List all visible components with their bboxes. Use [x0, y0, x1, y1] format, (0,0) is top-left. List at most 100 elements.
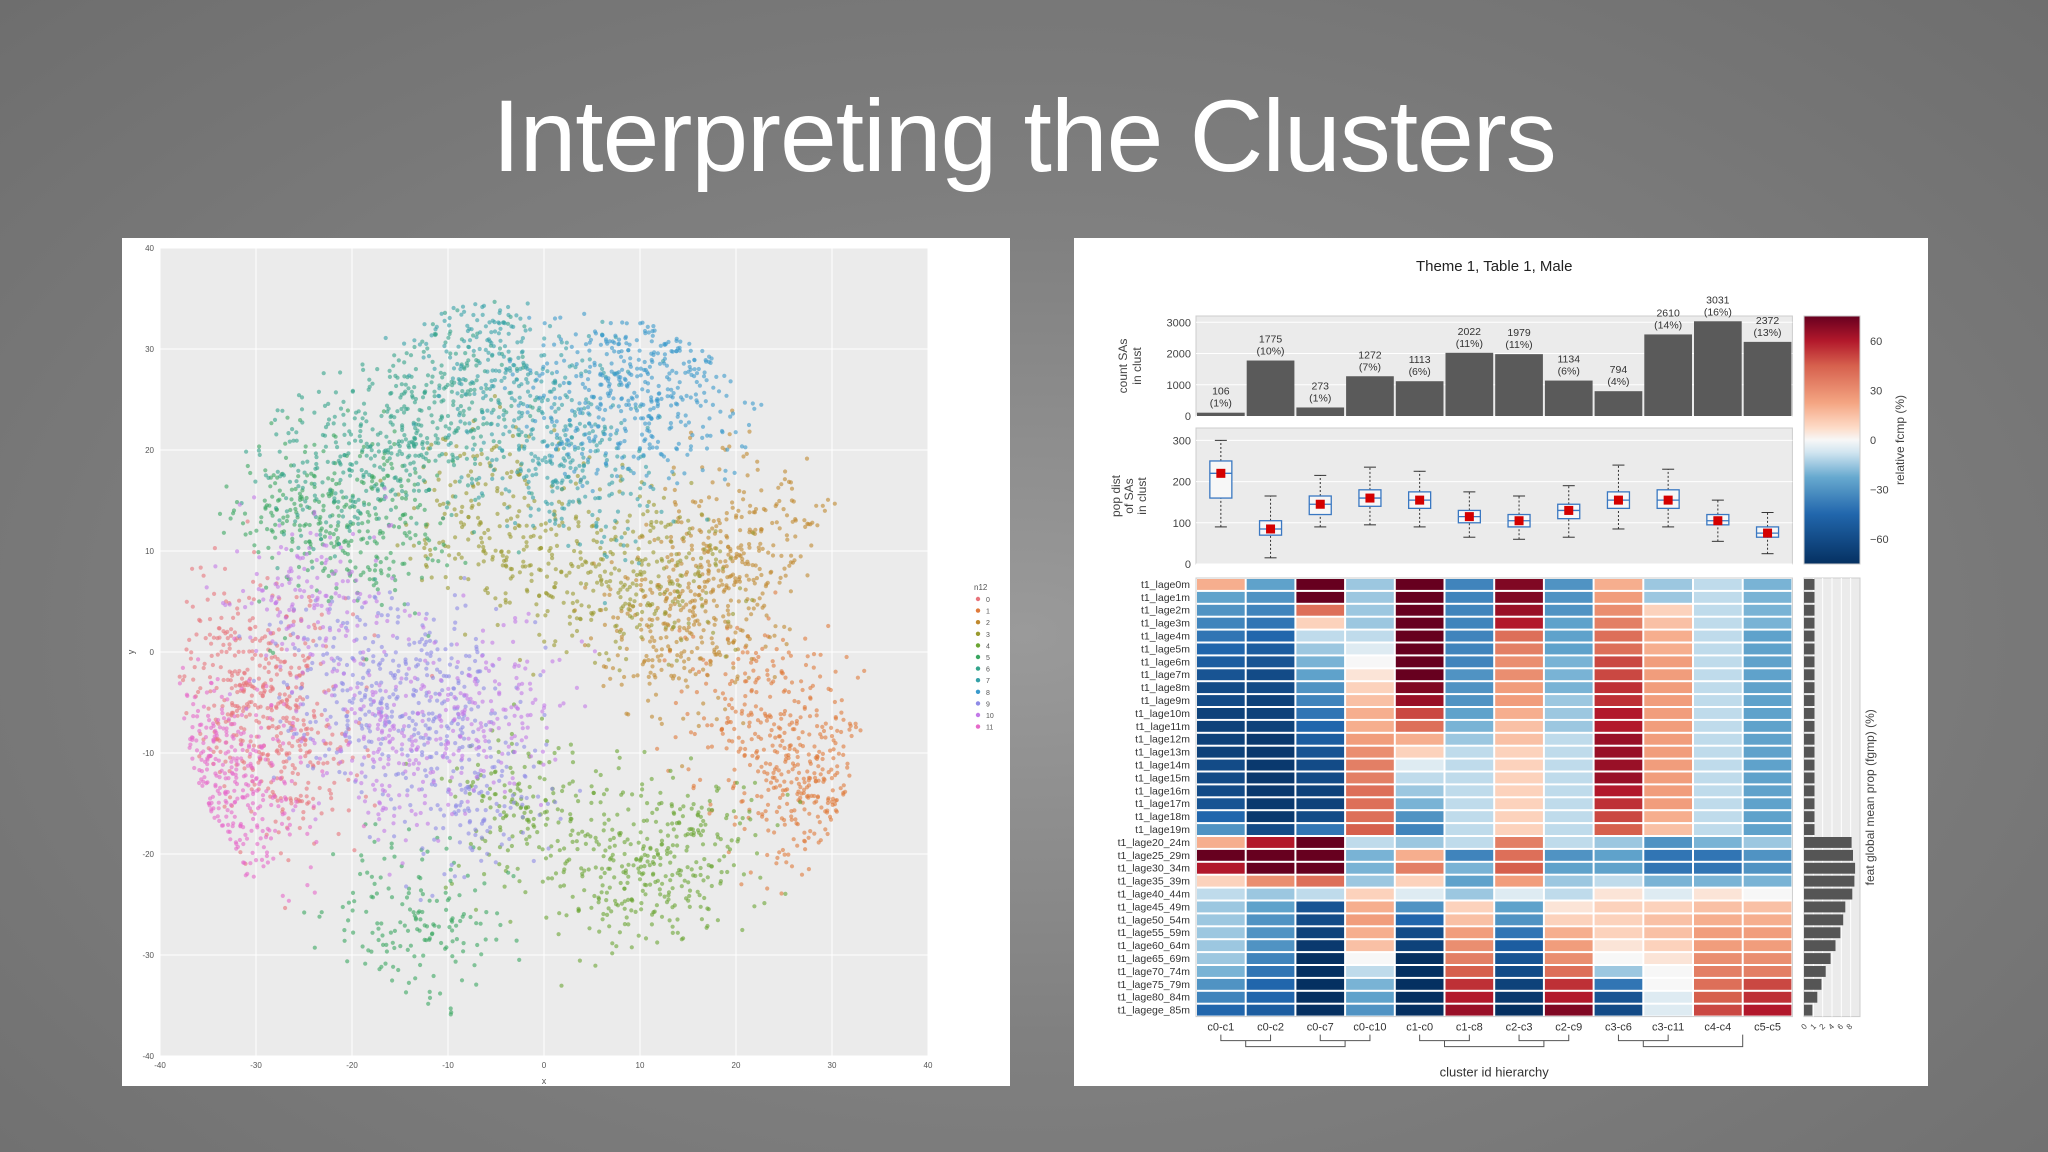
scatter-point — [302, 658, 307, 663]
scatter-point — [567, 570, 572, 575]
scatter-point — [291, 631, 296, 636]
scatter-point — [403, 496, 408, 501]
scatter-point — [346, 540, 351, 545]
scatter-point — [587, 431, 592, 436]
scatter-point — [363, 636, 368, 641]
scatter-point — [284, 518, 289, 524]
scatter-point — [683, 678, 688, 683]
scatter-point — [341, 399, 346, 404]
scatter-point — [392, 945, 397, 951]
scatter-point — [534, 371, 539, 376]
scatter-point — [744, 599, 749, 604]
scatter-point — [336, 662, 341, 667]
scatter-point — [671, 465, 676, 470]
scatter-point — [821, 728, 827, 734]
scatter-point — [379, 783, 385, 788]
scatter-point — [642, 864, 647, 869]
scatter-point — [684, 570, 690, 575]
scatter-point — [312, 484, 317, 490]
scatter-point — [577, 500, 582, 505]
scatter-point — [624, 646, 629, 651]
scatter-point — [704, 359, 709, 364]
scatter-point — [470, 400, 475, 405]
scatter-point — [580, 829, 585, 834]
scatter-point — [685, 452, 690, 457]
scatter-point — [475, 318, 480, 323]
scatter-point — [825, 831, 830, 837]
scatter-point — [716, 389, 722, 394]
scatter-point — [549, 430, 554, 435]
scatter-point — [234, 500, 240, 505]
scatter-point — [574, 839, 579, 844]
scatter-point — [417, 640, 422, 645]
scatter-point — [676, 441, 681, 446]
scatter-point — [468, 841, 473, 847]
scatter-point — [623, 334, 628, 339]
scatter-point — [387, 456, 392, 461]
scatter-point — [725, 535, 730, 540]
scatter-point — [647, 681, 652, 686]
scatter-point — [528, 809, 533, 815]
scatter-point — [552, 378, 558, 383]
scatter-point — [332, 499, 337, 504]
scatter-point — [322, 433, 328, 438]
scatter-point — [613, 467, 618, 472]
scatter-point — [631, 471, 636, 476]
scatter-point — [584, 397, 589, 402]
scatter-point — [470, 380, 475, 385]
scatter-point — [686, 530, 692, 536]
scatter-point — [504, 555, 509, 560]
scatter-point — [360, 448, 365, 453]
scatter-point — [705, 559, 711, 564]
scatter-point — [791, 499, 796, 504]
scatter-point — [413, 976, 418, 981]
scatter-point — [659, 539, 664, 544]
scatter-point — [657, 887, 662, 892]
scatter-point — [756, 545, 761, 550]
scatter-point — [674, 821, 680, 826]
scatter-point — [289, 665, 294, 670]
scatter-point — [370, 427, 375, 432]
scatter-point — [512, 526, 518, 531]
scatter-point — [698, 814, 704, 819]
scatter-point — [684, 848, 689, 853]
scatter-point — [458, 575, 463, 580]
scatter-point — [583, 494, 588, 499]
scatter-point — [782, 822, 787, 827]
scatter-point — [483, 382, 488, 387]
scatter-point — [523, 805, 529, 810]
scatter-point — [582, 475, 587, 480]
scatter-point — [808, 829, 813, 834]
scatter-point — [702, 390, 707, 395]
scatter-point — [296, 648, 301, 653]
scatter-point — [416, 731, 421, 736]
scatter-point — [312, 442, 317, 447]
scatter-point — [783, 469, 788, 474]
scatter-point — [655, 746, 660, 751]
scatter-point — [346, 525, 351, 530]
scatter-point — [514, 313, 519, 318]
scatter-point — [771, 770, 776, 776]
scatter-point — [595, 580, 600, 585]
scatter-point — [646, 499, 652, 504]
scatter-point — [527, 834, 532, 839]
scatter-point — [304, 794, 309, 799]
scatter-point — [603, 607, 608, 612]
scatter-point — [593, 769, 598, 774]
scatter-point — [284, 697, 289, 702]
scatter-point — [417, 475, 422, 480]
scatter-point — [395, 607, 400, 612]
scatter-point — [501, 832, 506, 837]
scatter-point — [297, 528, 302, 533]
scatter-point — [282, 636, 288, 641]
scatter-point — [446, 442, 451, 447]
scatter-point — [557, 911, 562, 916]
scatter-point — [364, 909, 369, 914]
scatter-point — [631, 454, 636, 459]
scatter-point — [350, 908, 355, 913]
scatter-point — [384, 556, 389, 561]
scatter-point — [433, 327, 438, 332]
scatter-point — [265, 706, 270, 711]
scatter-point — [407, 440, 412, 445]
scatter-point — [323, 425, 329, 430]
